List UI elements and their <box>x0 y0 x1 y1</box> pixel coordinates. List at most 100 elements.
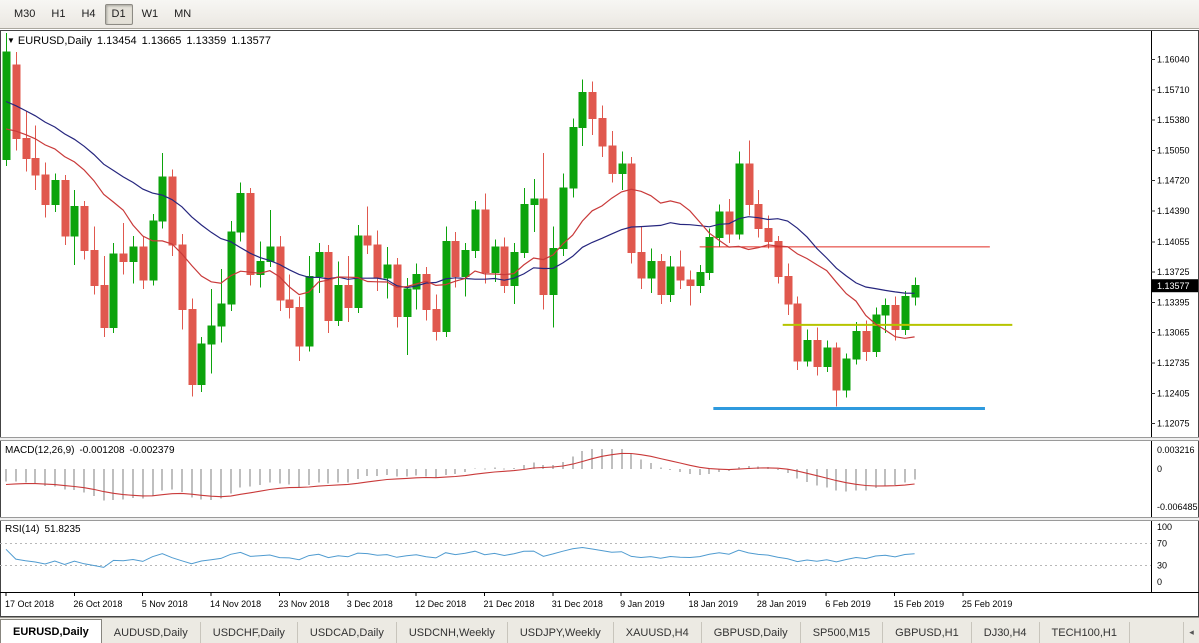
macd-bar <box>171 469 173 490</box>
macd-bar <box>200 469 202 500</box>
candle-body <box>901 295 910 331</box>
candle-body <box>51 180 60 206</box>
macd-bar <box>386 469 388 475</box>
candle-body <box>764 227 773 242</box>
tab-xauusd-h4[interactable]: XAUUSD,H4 <box>614 622 702 643</box>
chart-canvas[interactable]: 1.16040 1.15710 1.15380 1.15050 1.14720 1.143… <box>0 29 1199 617</box>
macd-bar <box>376 469 378 476</box>
date-tick-label: 6 Feb 2019 <box>825 599 871 609</box>
date-tick-label: 3 Dec 2018 <box>347 599 393 609</box>
macd-bar <box>103 469 105 501</box>
macd-bar <box>630 453 632 469</box>
candle-body <box>393 264 402 318</box>
rsi-scale-label: 30 <box>1157 561 1167 571</box>
tab-usdcnh-weekly[interactable]: USDCNH,Weekly <box>397 622 508 643</box>
macd-bar <box>83 469 85 493</box>
tab-eurusd-daily[interactable]: EURUSD,Daily <box>0 619 102 643</box>
macd-bar <box>708 469 710 475</box>
candle-body <box>911 285 920 298</box>
panel-splitter-groove <box>0 517 1199 521</box>
current-price-badge <box>1152 279 1198 293</box>
candle-body <box>168 176 177 246</box>
tab-gbpusd-h1[interactable]: GBPUSD,H1 <box>883 622 972 643</box>
macd-bar <box>73 469 75 491</box>
date-tick-label: 31 Dec 2018 <box>552 599 603 609</box>
macd-main-value: -0.001208 <box>79 445 125 456</box>
panel-splitter[interactable] <box>0 437 1199 441</box>
timeframe-button-w1[interactable]: W1 <box>141 8 159 20</box>
candle-body <box>657 261 666 296</box>
candle-body <box>207 325 216 345</box>
macd-bar <box>259 469 261 485</box>
timeframe-button-h4[interactable]: H4 <box>81 8 96 20</box>
candle-body <box>451 240 460 277</box>
candle-body <box>158 176 167 222</box>
candle-body <box>637 251 646 279</box>
date-tick-label: 18 Jan 2019 <box>689 599 739 609</box>
candle-body <box>246 193 255 275</box>
tab-audusd-daily[interactable]: AUDUSD,Daily <box>102 622 201 643</box>
timeframe-button-d1[interactable]: D1 <box>104 3 133 25</box>
timeframe-button-h1[interactable]: H1 <box>51 8 66 20</box>
candle-body <box>793 303 802 362</box>
timeframe-button-m30[interactable]: M30 <box>14 8 36 20</box>
candle-body <box>530 198 539 206</box>
tab-dj30-h4[interactable]: DJ30,H4 <box>972 622 1040 643</box>
macd-scale-label: 0.003216 <box>1157 445 1195 455</box>
macd-bar <box>914 469 916 480</box>
date-axis: 17 Oct 2018 26 Oct 2018 5 Nov 2018 14 Nov 2… <box>5 593 1012 609</box>
price-tick-label: 1.12405 <box>1157 388 1190 398</box>
candle-body <box>696 272 705 286</box>
candle-body <box>588 92 597 119</box>
panel-splitter[interactable] <box>0 517 1199 521</box>
candle-body <box>149 220 158 281</box>
candle-body <box>862 330 871 353</box>
date-tick-label: 26 Oct 2018 <box>73 599 122 609</box>
candle-body <box>178 244 187 310</box>
tabbar-scroll-left-icon[interactable]: ◂ <box>1183 622 1199 643</box>
ohlc-low-value: 1.13359 <box>186 35 227 47</box>
date-tick-label: 9 Jan 2019 <box>620 599 665 609</box>
macd-bar <box>230 469 232 494</box>
one-click-trading-expand-icon[interactable]: ▼ <box>7 36 15 45</box>
tab-sp500-m15[interactable]: SP500,M15 <box>801 622 884 643</box>
candle-body <box>2 51 11 161</box>
chart-svg[interactable]: 1.16040 1.15710 1.15380 1.15050 1.14720 1.143… <box>0 29 1199 617</box>
tab-usdjpy-weekly[interactable]: USDJPY,Weekly <box>508 622 614 643</box>
candle-body <box>481 209 490 274</box>
tab-usdchf-daily[interactable]: USDCHF,Daily <box>201 622 298 643</box>
tab-tech100-h1[interactable]: TECH100,H1 <box>1040 622 1130 643</box>
macd-bar <box>816 469 818 486</box>
macd-bar <box>464 469 466 473</box>
candle-body <box>70 205 79 237</box>
rsi-value: 51.8235 <box>44 524 81 535</box>
price-tick-label: 1.12075 <box>1157 419 1190 429</box>
macd-bar <box>220 469 222 499</box>
candle-body <box>676 266 685 281</box>
candle-body <box>139 246 148 281</box>
tab-usdcad-daily[interactable]: USDCAD,Daily <box>298 622 397 643</box>
timeframe-button-mn[interactable]: MN <box>174 8 192 20</box>
ma-slow-line <box>5 100 915 294</box>
panel-splitter-groove <box>0 437 1199 441</box>
candle-body <box>608 145 617 174</box>
macd-bar <box>25 469 27 483</box>
candle-body <box>510 251 519 286</box>
candle-body <box>598 117 607 147</box>
candle-body <box>315 251 324 277</box>
rsi-scale-label: 100 <box>1157 522 1172 532</box>
macd-bar <box>249 469 251 487</box>
candle-body <box>471 209 480 252</box>
price-tick-label: 1.15380 <box>1157 115 1190 125</box>
rsi-name: RSI(14) <box>5 524 40 535</box>
date-tick-label: 28 Jan 2019 <box>757 599 807 609</box>
macd-bar <box>679 469 681 473</box>
candle-body <box>618 163 627 174</box>
candle-body <box>852 330 861 360</box>
macd-bar <box>5 469 7 482</box>
tab-gbpusd-daily[interactable]: GBPUSD,Daily <box>702 622 801 643</box>
macd-name: MACD(12,26,9) <box>5 445 75 456</box>
price-tick-label: 1.13065 <box>1157 328 1190 338</box>
date-tick-label: 5 Nov 2018 <box>142 599 188 609</box>
candle-body <box>705 237 714 274</box>
